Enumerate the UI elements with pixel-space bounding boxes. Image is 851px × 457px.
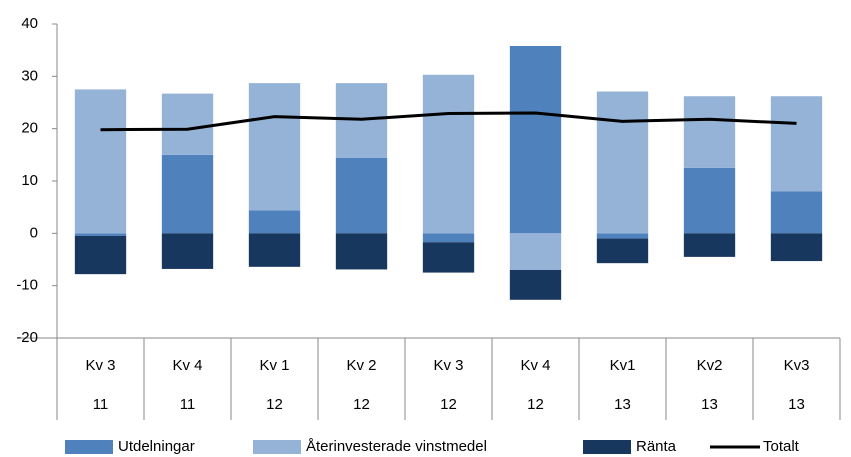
bar-segment	[770, 191, 823, 234]
y-tick-label: -20	[16, 329, 38, 346]
x-tick-label: Kv 3	[85, 357, 115, 374]
x-tick-label: Kv 2	[346, 357, 376, 374]
bar-segment	[74, 89, 127, 234]
x-tick-label: Kv 3	[433, 357, 463, 374]
bar-segment	[248, 233, 301, 267]
bar-segment	[335, 233, 388, 270]
y-tick-label: 30	[21, 67, 38, 84]
bar-segment	[74, 233, 127, 236]
bar-segment	[161, 233, 214, 269]
x-group-label: 12	[440, 396, 457, 413]
legend-label: Utdelningar	[118, 438, 195, 455]
x-group-label: 13	[701, 396, 718, 413]
bar-segment	[509, 269, 562, 300]
x-tick-label: Kv2	[697, 357, 723, 374]
legend-label: Ränta	[636, 438, 677, 455]
legend-swatch	[583, 440, 631, 454]
bar-segment	[509, 233, 562, 270]
bar-segment	[683, 233, 736, 257]
bar-segment	[683, 96, 736, 168]
x-group-label: 11	[180, 396, 196, 413]
x-group-label: 13	[614, 396, 631, 413]
legend-swatch	[65, 440, 113, 454]
x-group-label: 12	[527, 396, 544, 413]
y-tick-label: -10	[16, 277, 38, 294]
bar-segment	[422, 242, 475, 273]
x-tick-label: Kv 4	[520, 357, 550, 374]
x-group-label: 12	[266, 396, 283, 413]
y-tick-label: 10	[21, 172, 38, 189]
bar-segment	[770, 96, 823, 192]
legend-label: Återinvesterade vinstmedel	[306, 438, 487, 455]
x-tick-label: Kv3	[784, 357, 810, 374]
line-series	[100, 111, 797, 132]
x-tick-label: Kv1	[610, 357, 636, 374]
bar-segment	[161, 93, 214, 155]
bar-segment	[596, 233, 649, 239]
x-group-label: 13	[788, 396, 805, 413]
bar-segment	[248, 83, 301, 211]
bar-segment	[74, 235, 127, 275]
legend-label: Totalt	[763, 438, 800, 455]
y-tick-label: 0	[30, 224, 38, 241]
x-tick-label: Kv 4	[172, 357, 202, 374]
y-tick-label: 20	[21, 120, 38, 137]
legend-swatch	[253, 440, 301, 454]
bar-segment	[596, 238, 649, 264]
bar-segment	[248, 210, 301, 234]
bar-segment	[683, 167, 736, 234]
bar-segment	[422, 74, 475, 234]
bar-segment	[335, 157, 388, 234]
bar-segment	[161, 154, 214, 234]
x-tick-label: Kv 1	[259, 357, 289, 374]
y-tick-label: 40	[21, 15, 38, 32]
x-group-label: 11	[93, 396, 109, 413]
x-group-label: 12	[353, 396, 370, 413]
bar-segment	[770, 233, 823, 262]
bar-segment	[509, 45, 562, 234]
bar-segment	[422, 233, 475, 243]
bar-segment	[596, 91, 649, 234]
